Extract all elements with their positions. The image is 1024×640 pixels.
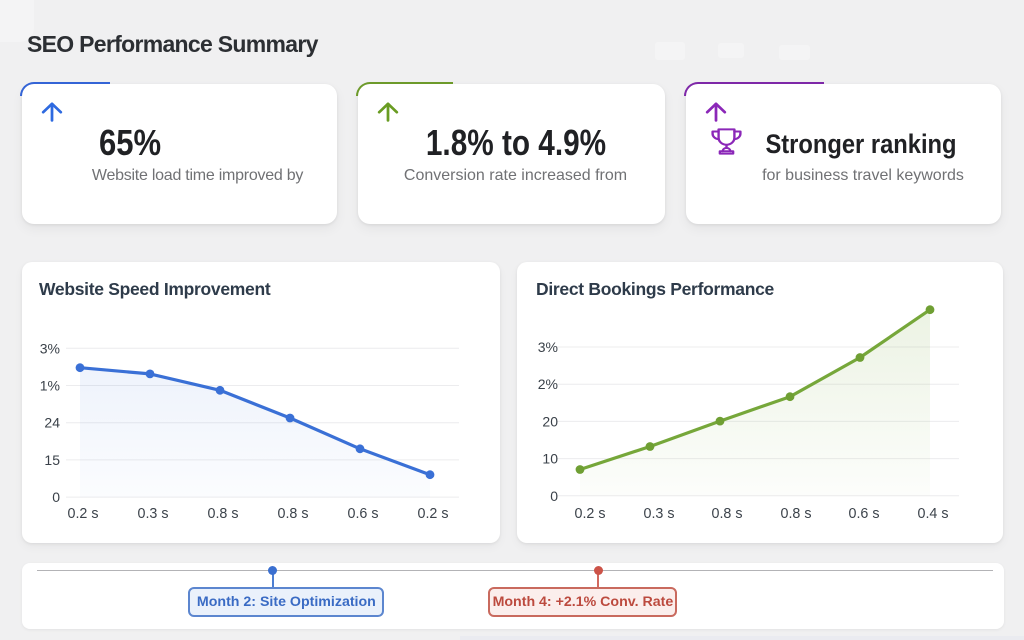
svg-text:0.8 s: 0.8 s xyxy=(781,506,812,522)
svg-text:0.8 s: 0.8 s xyxy=(712,506,743,522)
svg-text:0.6 s: 0.6 s xyxy=(348,506,379,522)
svg-text:0: 0 xyxy=(550,488,558,504)
svg-text:0: 0 xyxy=(52,489,60,505)
svg-text:20: 20 xyxy=(542,413,558,429)
svg-text:0.8 s: 0.8 s xyxy=(278,506,309,522)
svg-text:3%: 3% xyxy=(538,339,558,355)
svg-text:0.8 s: 0.8 s xyxy=(208,506,239,522)
svg-text:10: 10 xyxy=(542,451,558,467)
svg-text:0.2 s: 0.2 s xyxy=(575,506,606,522)
svg-text:0.6 s: 0.6 s xyxy=(849,506,880,522)
svg-text:1%: 1% xyxy=(40,378,60,394)
svg-text:15: 15 xyxy=(44,452,60,468)
svg-text:0.3 s: 0.3 s xyxy=(644,506,675,522)
svg-text:2%: 2% xyxy=(538,376,558,392)
svg-text:0.2 s: 0.2 s xyxy=(418,506,449,522)
svg-text:0.4 s: 0.4 s xyxy=(918,506,949,522)
svg-text:0.2 s: 0.2 s xyxy=(68,506,99,522)
svg-text:0.3 s: 0.3 s xyxy=(138,506,169,522)
svg-text:3%: 3% xyxy=(40,340,60,356)
svg-text:24: 24 xyxy=(44,415,60,431)
